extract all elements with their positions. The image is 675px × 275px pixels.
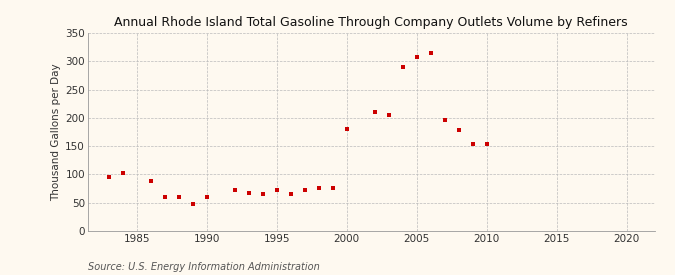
- Text: Source: U.S. Energy Information Administration: Source: U.S. Energy Information Administ…: [88, 262, 319, 272]
- Point: [257, 192, 268, 196]
- Point: [481, 142, 492, 147]
- Point: [230, 188, 240, 192]
- Point: [411, 54, 422, 59]
- Point: [313, 186, 324, 190]
- Point: [117, 171, 128, 175]
- Point: [342, 127, 352, 131]
- Point: [201, 195, 212, 199]
- Point: [286, 192, 296, 196]
- Point: [398, 65, 408, 69]
- Point: [369, 110, 380, 114]
- Point: [454, 128, 464, 133]
- Point: [383, 113, 394, 117]
- Point: [299, 188, 310, 192]
- Point: [159, 195, 170, 199]
- Point: [145, 179, 156, 183]
- Point: [244, 190, 254, 195]
- Point: [439, 117, 450, 122]
- Point: [103, 175, 114, 180]
- Y-axis label: Thousand Gallons per Day: Thousand Gallons per Day: [51, 63, 61, 201]
- Point: [188, 202, 198, 206]
- Point: [467, 142, 478, 147]
- Point: [173, 195, 184, 199]
- Point: [425, 51, 436, 55]
- Title: Annual Rhode Island Total Gasoline Through Company Outlets Volume by Refiners: Annual Rhode Island Total Gasoline Throu…: [115, 16, 628, 29]
- Point: [271, 188, 282, 192]
- Point: [327, 186, 338, 190]
